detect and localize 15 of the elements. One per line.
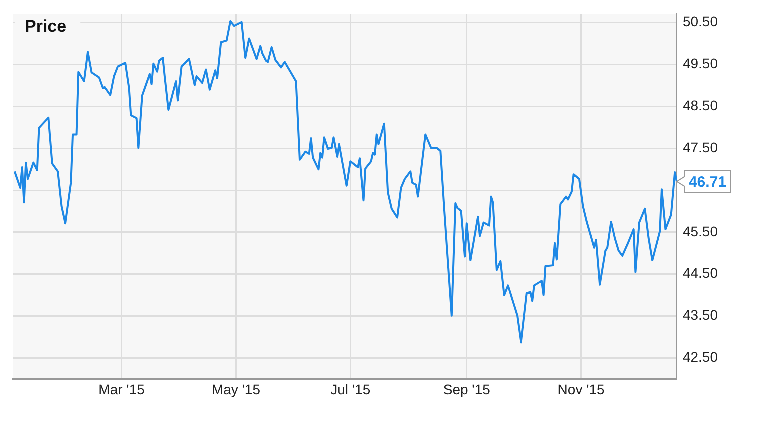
- x-tick-label: Jul '15: [330, 381, 371, 398]
- y-tick-label: 47.50: [682, 139, 718, 156]
- y-tick-label: 43.50: [682, 307, 718, 324]
- x-tick-label: Mar '15: [98, 381, 146, 398]
- x-tick-label: May '15: [212, 381, 261, 398]
- y-tick-label: 45.50: [682, 223, 718, 240]
- x-tick-label: Sep '15: [443, 381, 491, 398]
- y-tick-label: 49.50: [682, 56, 718, 72]
- y-tick-label: 50.50: [682, 14, 718, 30]
- chart-title: Price: [25, 17, 67, 36]
- y-tick-label: 44.50: [682, 265, 718, 282]
- y-tick-label: 48.50: [682, 98, 718, 114]
- y-tick-label: 42.50: [682, 349, 718, 366]
- annotation: 46.71: [688, 174, 727, 191]
- x-tick-label: Nov '15: [558, 381, 606, 398]
